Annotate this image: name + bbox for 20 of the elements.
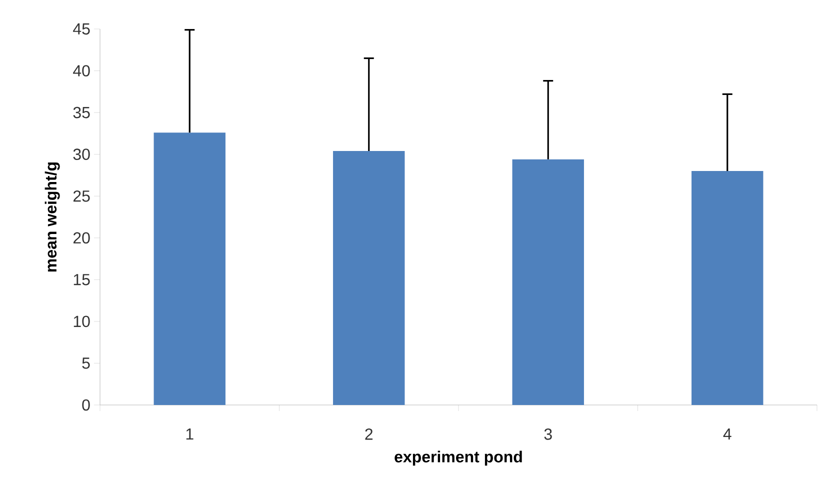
y-tick-label: 40: [73, 65, 90, 76]
y-tick-label: 20: [73, 232, 90, 244]
x-tick-label: 2: [365, 428, 373, 440]
bar: [154, 132, 226, 405]
bar: [692, 171, 764, 405]
y-tick-label: 5: [82, 358, 90, 369]
y-tick-label: 30: [73, 148, 90, 160]
x-axis-title: experiment pond: [394, 450, 522, 466]
y-tick-label: 0: [82, 399, 90, 411]
y-tick-label: 10: [74, 316, 90, 328]
y-tick-label: 25: [73, 190, 90, 202]
x-tick-label: 4: [723, 428, 732, 440]
y-tick-label: 45: [73, 23, 90, 35]
bar: [512, 159, 584, 405]
bar: [333, 150, 405, 405]
x-tick-label: 1: [186, 428, 194, 440]
y-tick-label: 15: [74, 274, 90, 286]
y-axis-title: mean weight/g: [44, 162, 60, 272]
y-tick-label: 35: [73, 106, 90, 118]
x-tick-label: 3: [544, 428, 552, 440]
